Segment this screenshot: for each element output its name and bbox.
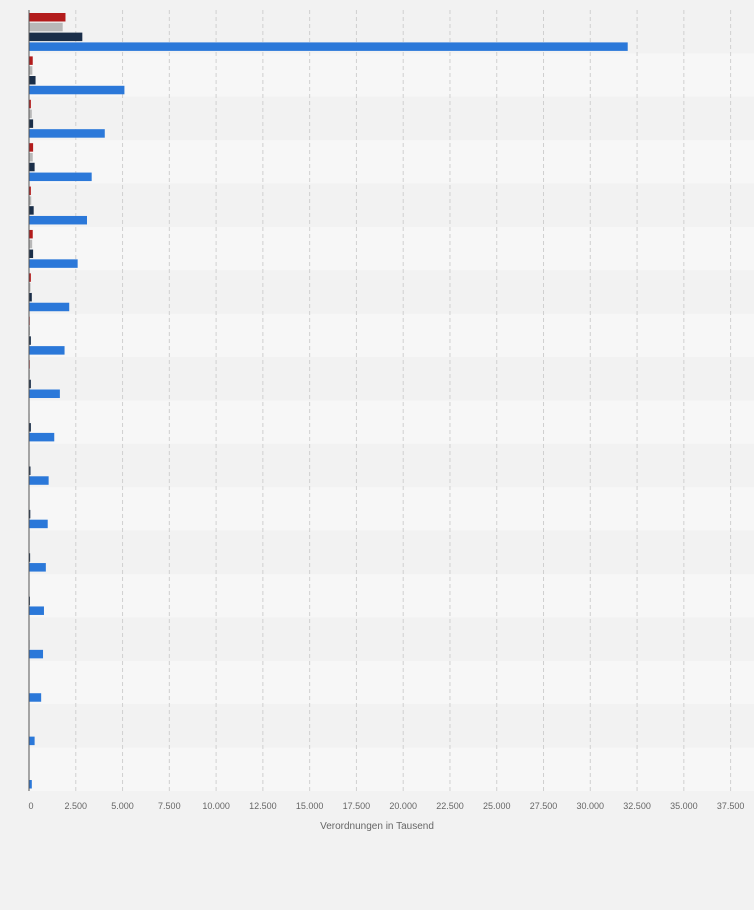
x-tick-label: 27.500 xyxy=(530,801,558,811)
x-tick-label: 30.000 xyxy=(577,801,605,811)
bar-s2-row-3 xyxy=(29,109,32,119)
row-band xyxy=(29,270,754,314)
bar-s4-row-4 xyxy=(29,172,92,182)
bar-s3-row-9 xyxy=(29,379,31,389)
bar-s3-row-13 xyxy=(29,553,31,562)
bar-s4-row-13 xyxy=(29,563,46,572)
row-band xyxy=(29,530,754,575)
bar-s4-row-12 xyxy=(29,519,48,529)
bar-s2-row-7 xyxy=(29,283,31,292)
bar-s1-row-3 xyxy=(29,99,31,109)
bar-s3-row-12 xyxy=(29,509,31,519)
x-tick-label: 10.000 xyxy=(202,801,230,811)
x-tick-label: 37.500 xyxy=(717,801,745,811)
bar-s3-row-11 xyxy=(29,466,31,475)
bar-s3-row-1 xyxy=(29,32,83,42)
bar-s4-row-6 xyxy=(29,259,78,268)
bar-s3-row-4 xyxy=(29,162,35,172)
bar-s4-row-2 xyxy=(29,85,125,95)
x-axis-title: Verordnungen in Tausend xyxy=(320,821,434,832)
row-band xyxy=(29,226,754,271)
row-band xyxy=(29,487,754,531)
bar-s1-row-7 xyxy=(29,273,31,282)
x-tick-label: 12.500 xyxy=(249,801,277,811)
row-band xyxy=(29,357,754,401)
x-tick-label: 25.000 xyxy=(483,801,511,811)
x-tick-label: 7.500 xyxy=(158,801,181,811)
bar-s4-row-7 xyxy=(29,302,70,312)
x-tick-label: 20.000 xyxy=(389,801,417,811)
x-tick-label: 5.000 xyxy=(111,801,134,811)
bar-s4-row-14 xyxy=(29,606,44,615)
bar-s4-row-1 xyxy=(29,42,628,51)
bar-s3-row-3 xyxy=(29,119,34,128)
bar-s3-row-6 xyxy=(29,249,34,259)
bar-s2-row-1 xyxy=(29,22,63,32)
bar-s1-row-5 xyxy=(29,186,31,196)
bar-s4-row-3 xyxy=(29,129,105,138)
bar-s1-row-1 xyxy=(29,13,66,22)
bar-s4-row-17 xyxy=(29,736,35,746)
row-band xyxy=(29,96,754,141)
bar-s2-row-2 xyxy=(29,66,33,75)
bar-s2-row-6 xyxy=(29,239,33,249)
x-tick-label: 0 xyxy=(28,801,33,811)
bar-s2-row-4 xyxy=(29,152,33,162)
bar-s1-row-2 xyxy=(29,56,33,65)
x-axis-ticks: 0 2.500 5.000 7.500 10.000 12.500 15.000 17.500… xyxy=(28,801,744,811)
bar-s4-row-11 xyxy=(29,476,49,485)
bar-s4-row-5 xyxy=(29,215,87,225)
bar-s2-row-5 xyxy=(29,196,32,205)
bar-s3-row-7 xyxy=(29,292,32,302)
bar-s4-row-9 xyxy=(29,389,60,399)
row-band xyxy=(29,574,754,618)
row-band xyxy=(29,704,754,748)
x-tick-label: 15.000 xyxy=(296,801,324,811)
bar-s3-row-10 xyxy=(29,423,31,432)
bar-s3-row-5 xyxy=(29,206,34,215)
bar-s4-row-18 xyxy=(29,780,32,789)
x-tick-label: 32.500 xyxy=(623,801,651,811)
bar-s3-row-2 xyxy=(29,75,36,85)
x-tick-label: 22.500 xyxy=(436,801,464,811)
row-band xyxy=(29,53,754,97)
row-band xyxy=(29,183,754,227)
bar-s4-row-16 xyxy=(29,693,42,702)
bar-s4-row-8 xyxy=(29,346,65,355)
row-band xyxy=(29,443,754,488)
bar-s1-row-4 xyxy=(29,143,34,152)
x-tick-label: 35.000 xyxy=(670,801,698,811)
bar-s4-row-15 xyxy=(29,649,44,659)
row-band xyxy=(29,660,754,705)
x-tick-label: 2.500 xyxy=(65,801,88,811)
bar-s4-row-10 xyxy=(29,432,55,442)
bar-s1-row-6 xyxy=(29,229,33,239)
row-band xyxy=(29,617,754,661)
row-band xyxy=(29,747,754,791)
row-band xyxy=(29,140,754,184)
row-band xyxy=(29,313,754,358)
x-tick-label: 17.500 xyxy=(343,801,371,811)
bar-s3-row-8 xyxy=(29,336,31,345)
row-band xyxy=(29,400,754,444)
row-bands xyxy=(29,10,754,791)
